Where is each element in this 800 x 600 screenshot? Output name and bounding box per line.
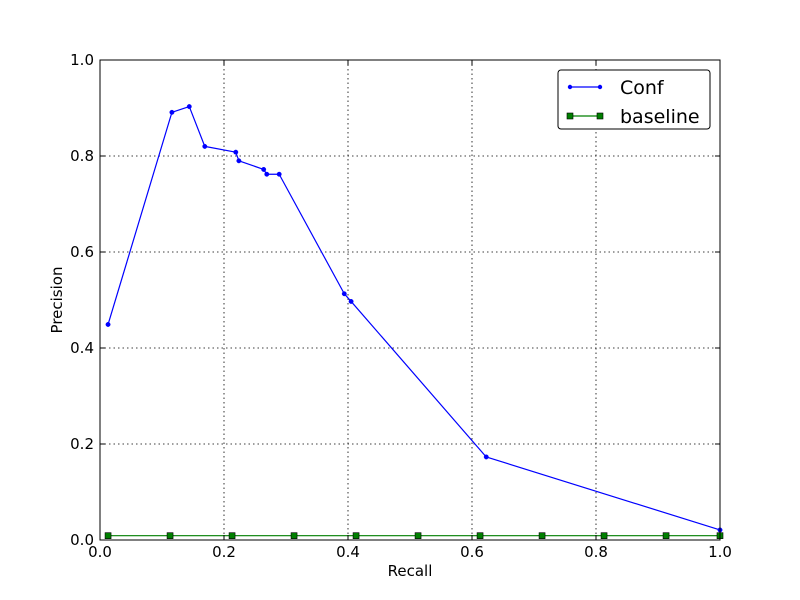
data-point-baseline — [414, 532, 422, 539]
grid-lines — [100, 60, 720, 540]
x-tick-label: 1.0 — [708, 543, 732, 561]
y-tick-label: 0.2 — [70, 435, 94, 453]
data-point-conf — [186, 104, 192, 110]
y-axis-label: Precision — [48, 267, 66, 334]
plot-area — [100, 60, 720, 540]
y-tick-label: 1.0 — [70, 51, 94, 69]
axis-ticks: 0.0 0.2 0.4 0.6 0.8 1.0 0.0 0.2 0.4 0.6 0.8 1.0 — [70, 51, 732, 561]
data-point-conf — [276, 171, 282, 177]
data-point-baseline — [228, 532, 236, 539]
legend: Conf baseline — [557, 69, 711, 130]
data-point-baseline — [104, 532, 112, 539]
data-point-baseline — [662, 532, 670, 539]
x-tick-label: 0.8 — [584, 543, 608, 561]
data-point-conf — [202, 143, 208, 149]
x-tick-label: 0.4 — [336, 543, 360, 561]
series-baseline — [104, 532, 724, 539]
legend-marker — [566, 112, 574, 120]
series-conf — [105, 104, 723, 533]
x-tick-label: 0.6 — [460, 543, 484, 561]
data-point-baseline — [290, 532, 298, 539]
y-tick-label: 0.0 — [70, 531, 94, 549]
legend-marker — [597, 84, 603, 90]
data-point-conf — [236, 158, 242, 164]
data-point-baseline — [352, 532, 360, 539]
data-point-baseline — [538, 532, 546, 539]
y-tick-label: 0.6 — [70, 243, 94, 261]
data-point-conf — [264, 171, 270, 177]
data-point-conf — [341, 291, 347, 297]
data-point-conf — [348, 298, 354, 304]
series-layer — [104, 104, 724, 539]
data-point-baseline — [476, 532, 484, 539]
y-tick-label: 0.8 — [70, 147, 94, 165]
legend-entry-conf: Conf — [567, 77, 665, 99]
legend-marker — [596, 112, 604, 120]
legend-label: baseline — [620, 106, 700, 128]
x-tick-label: 0.2 — [212, 543, 236, 561]
data-point-conf — [169, 109, 175, 115]
plot-frame — [99, 59, 721, 541]
legend-marker — [567, 84, 573, 90]
data-point-conf — [105, 322, 111, 327]
data-point-conf — [233, 149, 239, 155]
data-point-conf — [483, 454, 489, 460]
x-tick-label: 0.0 — [88, 543, 112, 561]
data-point-conf — [261, 166, 267, 172]
legend-label: Conf — [620, 77, 665, 99]
x-axis-label: Recall — [388, 562, 433, 580]
legend-entry-baseline: baseline — [566, 106, 700, 128]
data-point-baseline — [166, 532, 174, 539]
y-tick-label: 0.4 — [70, 339, 94, 357]
legend-box — [557, 69, 711, 130]
data-point-baseline — [600, 532, 608, 539]
